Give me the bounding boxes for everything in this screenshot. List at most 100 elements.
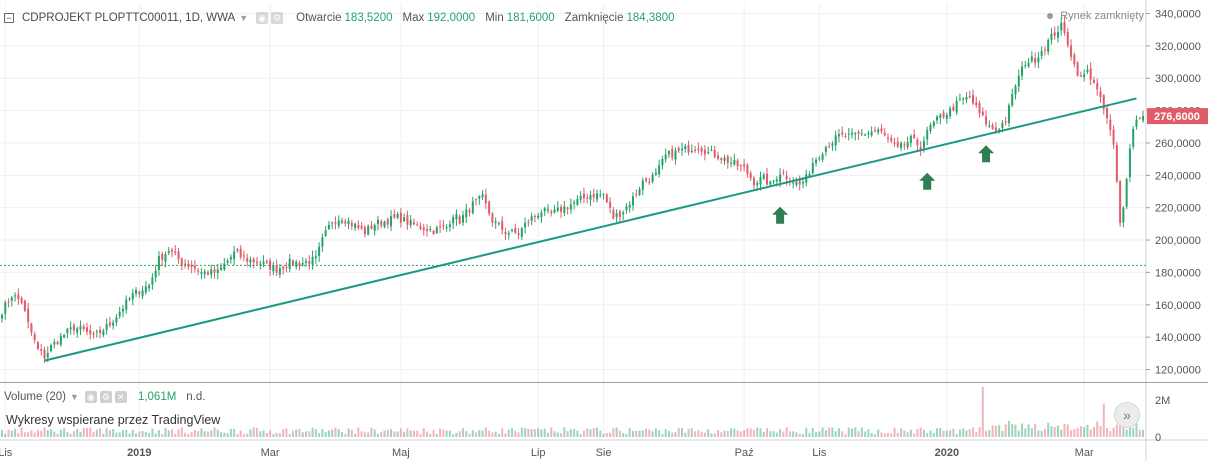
candle-body bbox=[452, 217, 455, 224]
candle-body bbox=[988, 125, 991, 127]
candle-body bbox=[347, 220, 350, 225]
volume-bar bbox=[1056, 425, 1060, 437]
candle-body bbox=[514, 227, 517, 233]
volume-bar bbox=[197, 431, 200, 437]
chevron-down-icon[interactable]: ▼ bbox=[239, 13, 249, 23]
candle-body bbox=[530, 216, 533, 221]
candle-body bbox=[435, 227, 438, 234]
volume-bar bbox=[95, 429, 98, 437]
volume-bar bbox=[452, 434, 455, 437]
volume-bar bbox=[749, 428, 752, 437]
candle-body bbox=[873, 130, 876, 132]
volume-bar bbox=[386, 429, 389, 437]
candle-body bbox=[1099, 91, 1102, 98]
volume-bar bbox=[981, 387, 984, 437]
candle-body bbox=[272, 265, 275, 272]
candle-body bbox=[798, 179, 801, 185]
volume-bar bbox=[468, 433, 471, 437]
volume-bar bbox=[121, 430, 124, 437]
volume-bar bbox=[716, 430, 719, 437]
candle-body bbox=[177, 251, 180, 260]
candle-body bbox=[566, 207, 569, 210]
candle-body bbox=[386, 219, 389, 225]
volume-bar bbox=[795, 432, 798, 437]
volume-bar bbox=[295, 429, 298, 437]
settings-icon[interactable]: ⚙ bbox=[99, 391, 112, 403]
volume-bar bbox=[216, 429, 219, 437]
volume-bar bbox=[622, 433, 625, 437]
volume-bar bbox=[406, 428, 409, 437]
volume-bar bbox=[390, 429, 393, 437]
candle-body bbox=[393, 214, 396, 218]
volume-bar bbox=[1070, 430, 1073, 437]
candle-body bbox=[409, 220, 412, 226]
volume-bar bbox=[40, 430, 43, 437]
volume-bar bbox=[23, 432, 26, 437]
candle-body bbox=[383, 221, 386, 227]
volume-bar bbox=[1066, 424, 1069, 437]
volume-bar bbox=[743, 430, 746, 437]
volume-bar bbox=[609, 432, 612, 437]
volume-bar bbox=[1060, 429, 1063, 437]
candle-body bbox=[779, 174, 782, 182]
volume-bar bbox=[870, 432, 873, 437]
candle-body bbox=[200, 272, 203, 274]
volume-bar bbox=[151, 428, 154, 437]
volume-bar bbox=[958, 429, 961, 437]
volume-bar bbox=[775, 432, 778, 437]
volume-bar bbox=[409, 430, 412, 437]
volume-bar bbox=[697, 430, 700, 437]
volume-bar bbox=[1096, 421, 1099, 437]
chevron-down-icon[interactable]: ▼ bbox=[70, 392, 79, 402]
candle-body bbox=[442, 224, 445, 227]
candle-body bbox=[40, 349, 43, 351]
candle-body bbox=[1034, 58, 1037, 63]
volume-bar bbox=[752, 429, 755, 437]
volume-bar bbox=[475, 432, 478, 437]
candle-body bbox=[161, 253, 164, 260]
price-tick-label: 320,0000 bbox=[1155, 41, 1201, 53]
volume-bar bbox=[906, 432, 909, 437]
candle-body bbox=[95, 331, 98, 333]
candle-body bbox=[128, 298, 131, 300]
candle-body bbox=[265, 260, 268, 263]
candle-body bbox=[308, 260, 311, 265]
candle-body bbox=[857, 131, 860, 134]
volume-bar bbox=[975, 432, 978, 437]
settings-icon[interactable]: ⚙ bbox=[271, 12, 284, 24]
volume-bar bbox=[458, 431, 461, 437]
close-icon[interactable]: ✕ bbox=[114, 391, 127, 403]
volume-bar bbox=[589, 429, 592, 437]
candle-body bbox=[792, 182, 795, 184]
candle-body bbox=[994, 127, 997, 131]
candle-body bbox=[7, 301, 10, 303]
volume-bar bbox=[426, 431, 429, 437]
eye-icon[interactable]: ◉ bbox=[84, 391, 97, 403]
candle-body bbox=[932, 121, 935, 127]
volume-bar bbox=[272, 434, 275, 437]
trendline[interactable] bbox=[44, 97, 1137, 362]
arrow-up-icon bbox=[772, 206, 789, 224]
candle-body bbox=[929, 125, 932, 132]
candle-body bbox=[1001, 122, 1004, 128]
volume-bar bbox=[350, 429, 353, 437]
volume-bar bbox=[416, 430, 419, 437]
volume-bar bbox=[909, 429, 912, 437]
volume-bar bbox=[1027, 424, 1030, 437]
scroll-to-end-icon[interactable]: » bbox=[1114, 402, 1140, 428]
volume-bar bbox=[252, 427, 255, 437]
volume-bar bbox=[710, 433, 713, 437]
volume-bar bbox=[550, 427, 553, 437]
eye-icon[interactable]: ◉ bbox=[256, 12, 269, 24]
volume-bar bbox=[59, 429, 62, 437]
volume-bar bbox=[1001, 430, 1004, 437]
volume-bar bbox=[1034, 424, 1037, 437]
collapse-icon[interactable]: − bbox=[4, 13, 14, 23]
candle-body bbox=[694, 149, 697, 151]
candle-body bbox=[631, 196, 634, 206]
volume-bar bbox=[53, 431, 56, 437]
candle-body bbox=[860, 133, 863, 135]
candle-body bbox=[291, 260, 294, 265]
candle-body bbox=[334, 222, 337, 224]
